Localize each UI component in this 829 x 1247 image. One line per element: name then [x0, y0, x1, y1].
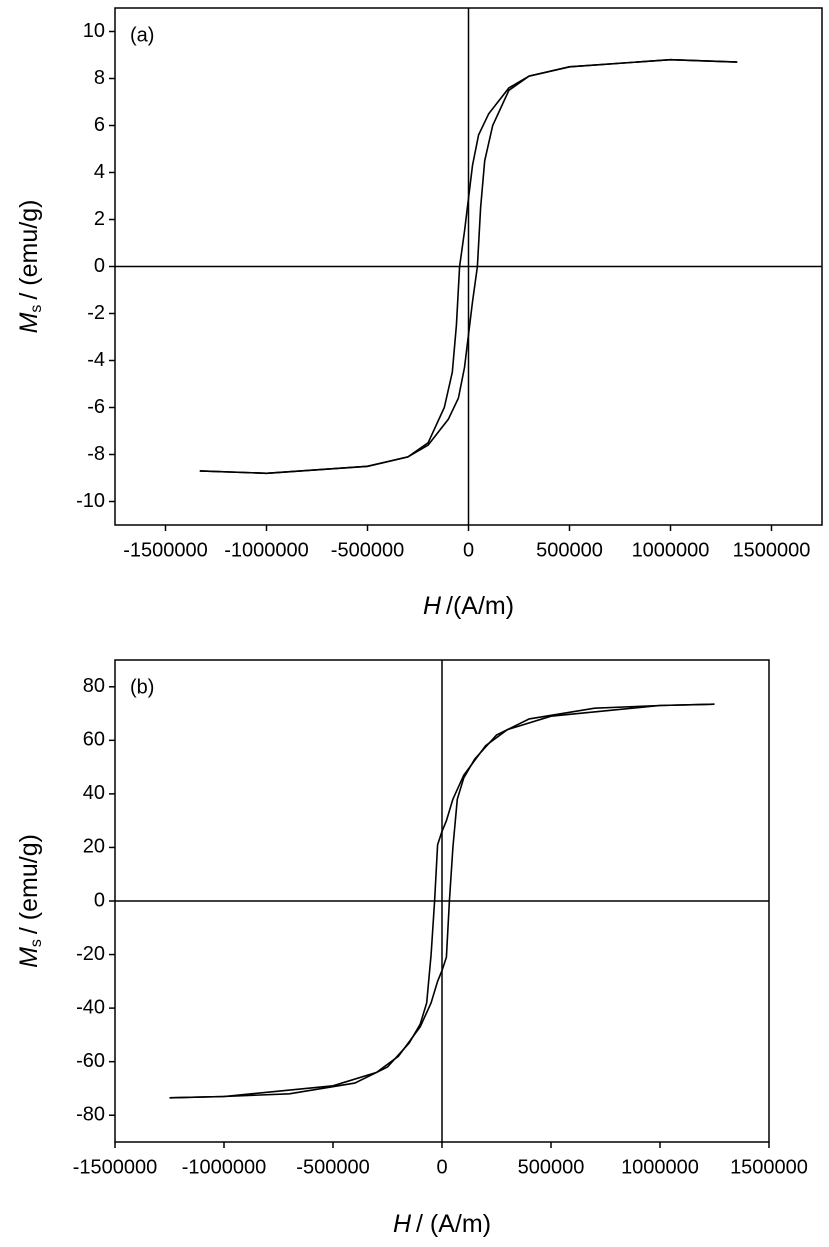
hysteresis-branch	[169, 703, 715, 1099]
x-tick-label: 0	[463, 539, 474, 561]
x-tick-label: -1000000	[182, 1156, 267, 1178]
x-tick-label: 1500000	[730, 1156, 808, 1178]
x-tick-label: 1000000	[632, 539, 710, 561]
y-tick-label: 10	[83, 20, 105, 42]
panel-label: (b)	[130, 676, 154, 698]
x-tick-label: 1000000	[621, 1156, 699, 1178]
y-tick-label: -10	[76, 490, 105, 512]
y-axis-symbol: M	[15, 312, 43, 333]
y-tick-label: 6	[94, 114, 105, 136]
y-tick-label: 8	[94, 67, 105, 89]
x-tick-label: -500000	[296, 1156, 369, 1178]
x-tick-label: -1000000	[224, 539, 309, 561]
y-tick-label: 2	[94, 208, 105, 230]
y-tick-label: 80	[83, 675, 105, 697]
x-tick-label: 1500000	[733, 539, 811, 561]
x-axis-unit: /(A/m)	[446, 592, 514, 620]
x-axis-unit: / (A/m)	[416, 1210, 491, 1238]
y-axis-symbol: M	[15, 947, 43, 968]
x-axis-label: H/(A/m)	[423, 592, 514, 620]
y-tick-label: 20	[83, 836, 105, 858]
y-tick-label: -2	[87, 302, 105, 324]
y-tick-label: 60	[83, 729, 105, 751]
y-axis-subscript: s	[28, 305, 45, 313]
x-tick-label: 0	[436, 1156, 447, 1178]
x-axis-label: H / (A/m)	[393, 1210, 491, 1238]
chart: -10 -8 -6 -4 -2 0 2 4 6 8 10 -1500000 -1000000 -50000…	[15, 7, 823, 620]
y-axis-label: Ms / (emu/g)	[15, 834, 46, 968]
y-axis-label: Ms / (emu/g)	[15, 200, 46, 334]
panel-label: (a)	[130, 24, 154, 46]
chart: -80 -60 -40 -20 0 20 40 60 80 -1500000 -1000000 -50…	[15, 659, 808, 1238]
y-axis-unit: / (emu/g)	[15, 200, 43, 300]
y-tick-label: -4	[87, 349, 105, 371]
y-tick-label: -60	[76, 1050, 105, 1072]
x-axis-symbol: H	[393, 1210, 412, 1238]
y-tick-label: 0	[94, 889, 105, 911]
x-tick-label: -1500000	[73, 1156, 158, 1178]
y-axis-unit: / (emu/g)	[15, 834, 43, 934]
y-axis-subscript: s	[28, 939, 45, 947]
x-axis-symbol: H	[423, 592, 442, 620]
x-tick-label: 500000	[536, 539, 603, 561]
x-tick-label: 500000	[518, 1156, 585, 1178]
hysteresis-branch	[199, 58, 738, 475]
y-tick-label: 4	[94, 161, 105, 183]
x-tick-label: -500000	[331, 539, 404, 561]
x-tick-label: -1500000	[123, 539, 208, 561]
y-tick-label: -80	[76, 1104, 105, 1126]
y-tick-label: -20	[76, 943, 105, 965]
y-tick-label: 40	[83, 782, 105, 804]
y-tick-label: -8	[87, 443, 105, 465]
y-tick-label: -6	[87, 396, 105, 418]
y-tick-label: 0	[94, 255, 105, 277]
y-tick-label: -40	[76, 996, 105, 1018]
